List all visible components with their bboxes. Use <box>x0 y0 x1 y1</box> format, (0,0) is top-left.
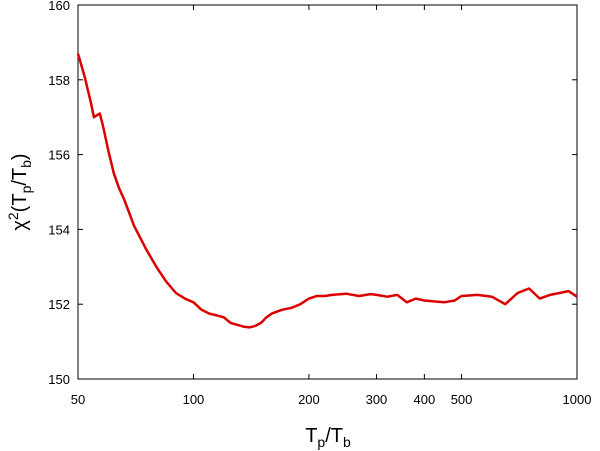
series-line <box>76 53 578 329</box>
y-axis-title: χ2(Tp/Tb) <box>5 153 34 230</box>
x-tick-label: 100 <box>183 392 205 407</box>
x-axis-title: Tp/Tb <box>305 425 351 450</box>
y-tick-label: 154 <box>48 222 70 237</box>
y-tick-label: 156 <box>48 148 70 163</box>
x-tick-label: 500 <box>451 392 473 407</box>
plot-frame <box>77 4 578 380</box>
y-axis-ticks: 150 152 154 156 158 160 <box>48 0 577 387</box>
x-tick-label: 1000 <box>563 392 592 407</box>
x-tick-label: 300 <box>366 392 388 407</box>
y-tick-label: 158 <box>48 73 70 88</box>
series-group <box>76 53 578 329</box>
x-tick-label: 200 <box>298 392 320 407</box>
y-tick-label: 152 <box>48 297 70 312</box>
y-tick-label: 160 <box>48 0 70 13</box>
y-tick-label: 150 <box>48 372 70 387</box>
x-tick-label: 50 <box>71 392 85 407</box>
x-axis-ticks: 50 100 200 300 400 500 1000 <box>71 5 592 407</box>
x-tick-label: 400 <box>414 392 436 407</box>
